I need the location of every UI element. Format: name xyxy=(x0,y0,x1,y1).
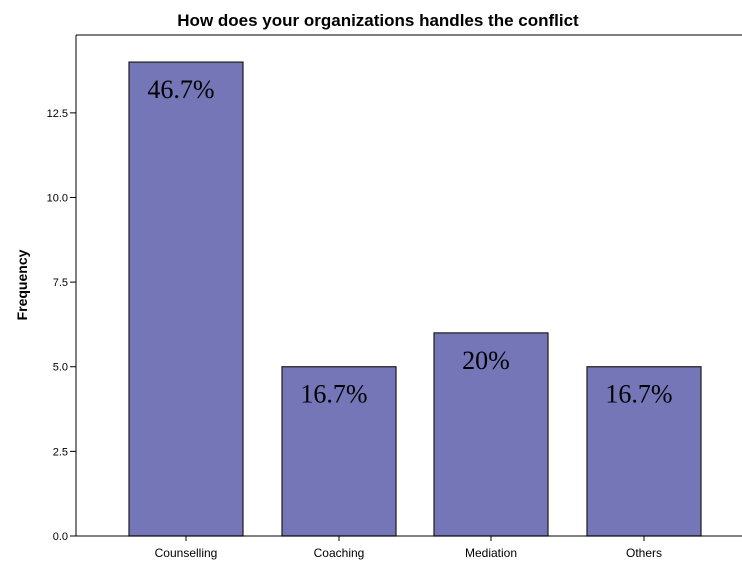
bar xyxy=(281,366,397,537)
x-tick-label: Coaching xyxy=(314,546,365,560)
bar xyxy=(128,61,244,537)
bar xyxy=(586,366,702,537)
y-tick-label: 12.5 xyxy=(47,108,68,120)
y-tick-label: 7.5 xyxy=(53,277,68,289)
y-axis-label: Frequency xyxy=(14,249,30,320)
y-tick-label: 2.5 xyxy=(53,446,68,458)
axes-group: 0.0 2.5 5.0 7.5 10.0 12.5 Counselling Coaching M… xyxy=(47,34,742,560)
data-label: 46.7% xyxy=(147,75,214,104)
data-label: 20% xyxy=(462,346,510,375)
chart-title: How does your organizations handles the … xyxy=(177,11,579,30)
data-label: 16.7% xyxy=(300,380,367,409)
y-tick-label: 5.0 xyxy=(53,362,68,374)
x-tick-label: Counselling xyxy=(155,546,218,560)
y-tick-label: 10.0 xyxy=(47,192,68,204)
x-tick-label: Others xyxy=(626,546,662,560)
bars-group: 46.7% 16.7% 20% 16.7% xyxy=(128,61,702,537)
y-tick-label: 0.0 xyxy=(53,531,68,543)
data-label: 16.7% xyxy=(605,380,672,409)
x-tick-label: Mediation xyxy=(465,546,517,560)
